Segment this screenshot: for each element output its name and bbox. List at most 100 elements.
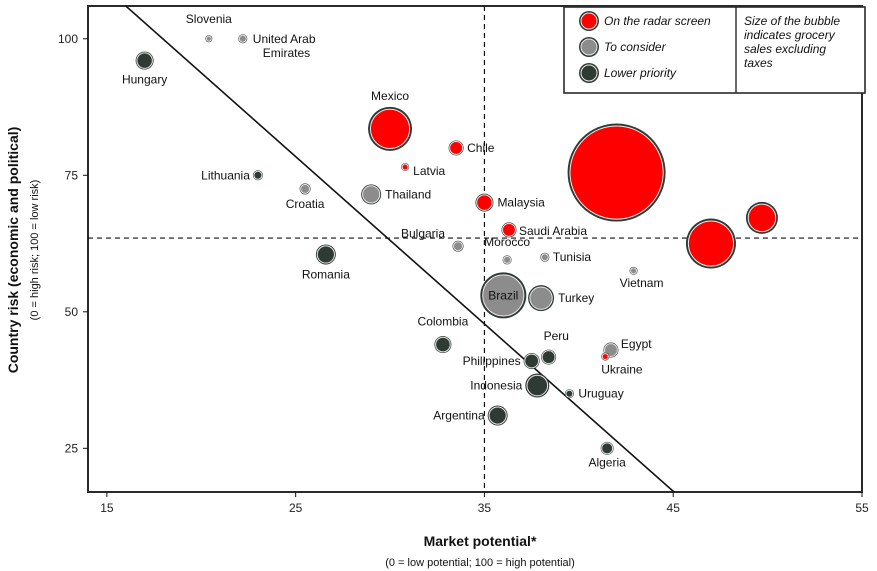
data-label: Brazil: [488, 288, 518, 302]
bubble-fill: [687, 220, 735, 267]
data-label-line: Philippines: [463, 354, 521, 368]
data-label-line: Thailand: [385, 187, 431, 201]
bubble-fill: [569, 125, 664, 220]
bubble: [523, 352, 540, 369]
bubble: [685, 218, 736, 269]
data-label-line: Saudi Arabia: [519, 224, 587, 238]
bubble-fill: [453, 241, 464, 252]
data-label: Slovenia: [186, 12, 232, 26]
legend-box: [563, 6, 866, 94]
bubble-fill: [253, 170, 263, 180]
bubble-fill: [630, 267, 638, 275]
bubble-fill: [476, 194, 493, 211]
bubble-fill: [316, 245, 335, 264]
data-label-line: Chile: [467, 141, 495, 155]
x-tick-label: 45: [667, 501, 681, 515]
bubble-fill: [401, 163, 409, 171]
legend-swatch: [580, 64, 598, 82]
bubble-fill: [565, 389, 574, 398]
data-label-line: Vietnam: [620, 276, 664, 290]
data-label-line: Ukraine: [601, 363, 643, 377]
bubble-fill: [524, 353, 540, 369]
bubble: [564, 389, 574, 399]
bubble: [434, 336, 452, 354]
data-label: Lithuania: [201, 168, 250, 182]
data-label-line: Colombia: [418, 315, 469, 329]
bubble-fill: [541, 350, 556, 365]
data-label-line: Argentina: [433, 409, 485, 423]
data-label-line: Brazil: [488, 288, 518, 302]
bubble: [252, 170, 263, 181]
data-labels: Slovenia United Arab Emirates Hungary Mexico…: [122, 12, 664, 470]
data-marks: [135, 34, 778, 455]
y-axis-subtitle: (0 = high risk; 100 = low risk): [29, 180, 41, 321]
bubble-fill: [747, 203, 777, 233]
legend-label: Lower priority: [604, 66, 677, 80]
bubble-fill: [136, 52, 153, 69]
data-label: Bulgaria: [401, 226, 445, 240]
bubble: [745, 201, 778, 234]
data-label: Croatia: [286, 197, 325, 211]
size-note-line: sales excluding: [744, 42, 826, 56]
x-tick-label: 25: [289, 501, 303, 515]
data-label-line: Mexico: [371, 89, 409, 103]
data-label-line: Lithuania: [201, 168, 250, 182]
bubble: [475, 193, 494, 212]
bubble: [540, 252, 550, 262]
legend-item: On the radar screen: [579, 11, 711, 31]
bubble: [315, 244, 336, 265]
bubble: [401, 163, 410, 172]
legend: On the radar screen To consider Lower prio…: [563, 6, 866, 94]
data-label-line: Bulgaria: [401, 226, 445, 240]
data-label: Argentina: [433, 409, 485, 423]
bubble-fill: [603, 343, 618, 357]
y-tick-label: 75: [65, 168, 79, 182]
data-label-line: Egypt: [621, 337, 652, 351]
y-axis-title: Country risk (economic and political): [5, 127, 21, 374]
bubble-fill: [601, 442, 614, 455]
x-tick-label: 35: [478, 501, 492, 515]
data-label-line: Uruguay: [578, 387, 623, 401]
data-label: Mexico: [371, 89, 409, 103]
data-label: Morocco: [484, 235, 530, 249]
data-label-line: Latvia: [413, 164, 445, 178]
data-label-line: United Arab: [253, 32, 316, 46]
data-label: Algeria: [588, 455, 626, 469]
data-label-line: Tunisia: [553, 250, 592, 264]
bubble-fill: [526, 374, 549, 397]
bubble: [528, 285, 555, 312]
data-label-line: Hungary: [122, 73, 167, 87]
bubble-fill: [601, 353, 609, 361]
x-axis-subtitle: (0 = low potential; 100 = high potential…: [385, 557, 575, 569]
bubble-fill: [362, 185, 381, 204]
bubble-fill: [449, 141, 464, 155]
trend-line: [125, 6, 676, 492]
bubble: [567, 123, 666, 222]
data-label: Hungary: [122, 73, 167, 87]
x-axis-title: Market potential*: [424, 533, 537, 549]
data-label: Latvia: [413, 164, 445, 178]
y-tick-label: 50: [65, 305, 79, 319]
bubble: [135, 51, 154, 70]
bubble: [299, 183, 311, 195]
data-label: Philippines: [463, 354, 521, 368]
data-label-line: Emirates: [263, 46, 310, 60]
data-label-line: Morocco: [484, 235, 530, 249]
bubble: [600, 441, 614, 455]
bubble: [629, 266, 638, 275]
bubble-fill: [488, 406, 507, 425]
data-label: Uruguay: [578, 387, 623, 401]
bubble: [448, 140, 464, 156]
x-tick-label: 15: [100, 501, 114, 515]
legend-item: Lower priority: [579, 63, 677, 83]
data-label-line: Croatia: [286, 197, 325, 211]
legend-label: On the radar screen: [604, 14, 711, 28]
data-label: Indonesia: [470, 379, 522, 393]
bubble: [452, 240, 464, 252]
data-label-line: Turkey: [558, 291, 594, 305]
data-label: Peru: [544, 329, 569, 343]
data-label: Colombia: [418, 315, 469, 329]
bubble: [368, 106, 413, 151]
data-label-line: Slovenia: [186, 12, 232, 26]
